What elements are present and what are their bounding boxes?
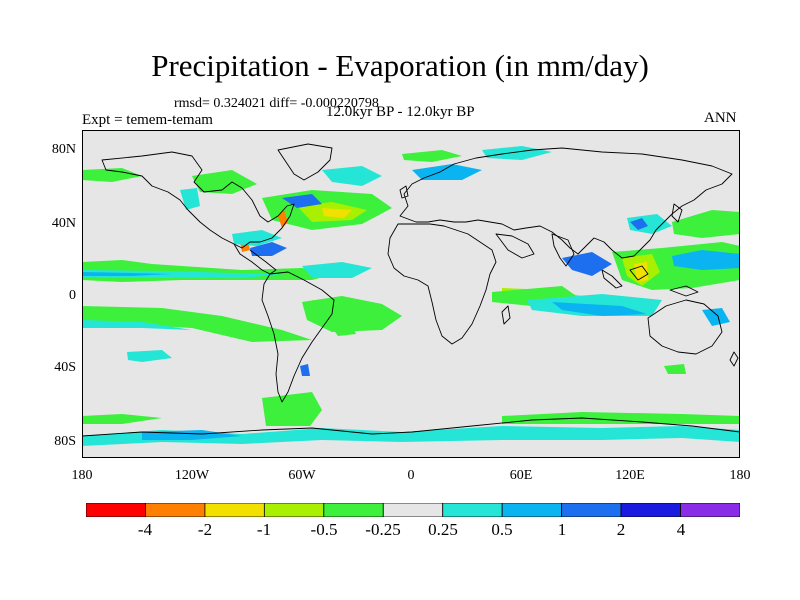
colorbar-swatch-4 [263,503,325,517]
lon-label-120e: 120E [615,468,645,483]
patch-tasman-blue [702,308,730,326]
experiment-label: Expt = temem-temam [82,112,213,128]
patch-nordic-cyan [322,166,382,186]
lat-label-80s: 80S [54,434,76,449]
colorbar-label-1: -4 [137,520,153,539]
colorbar-label-6: 0.25 [428,520,458,539]
patch-argentina-blue [300,364,310,376]
patch-arctic-green [82,168,142,182]
coast-new-guinea [669,285,699,297]
lon-label-60w: 60W [288,468,316,483]
patch-labrador-green [192,170,257,194]
map-title: Precipitation - Evaporation (in mm/day) [151,48,649,83]
coast-africa [387,223,497,345]
patch-west-pacific-green [672,210,740,238]
lon-label-180w: 180 [71,468,93,483]
lon-label-60e: 60E [509,468,533,483]
stats-text: rmsd= 0.324021 diff= -0.000220798 [174,96,379,111]
patch-caribbean-blue [250,242,287,256]
coast-arabia [495,233,535,259]
patch-gulf-stream-yellow [322,208,352,218]
coast-india [551,233,575,267]
colorbar-label-2: -2 [197,520,213,539]
colorbar-swatch-10 [620,503,681,517]
lon-label-180e: 180 [729,468,751,483]
colorbar-label-9: 2 [616,520,626,539]
colorbar-swatch-3 [204,503,265,517]
colorbar-label-5: -0.25 [365,520,401,539]
lat-label-40s: 40S [54,360,76,375]
colorbar-label-8: 1 [557,520,567,539]
colorbar-swatch-11 [680,503,740,517]
coast-borneo [629,265,649,281]
season-label: ANN [704,110,737,126]
coast-north-america [101,151,295,249]
map-background [82,130,740,458]
patch-south-pacific-band [82,306,312,342]
lat-label-0: 0 [69,288,76,303]
coast-eurasia [399,147,733,259]
patch-east-pacific-green [302,296,402,332]
map-panel [82,130,740,458]
patch-pacific-north-blue [82,272,172,276]
colorbar-label-4: -0.5 [310,520,338,539]
coast-madagascar [501,305,511,325]
colorbar-label-7: 0.5 [491,520,513,539]
coast-uk [399,185,409,199]
patch-indian-ocean-blue [552,302,647,316]
patch-maritime-yellow [634,262,648,282]
coast-greenland [277,143,333,181]
colorbar-label-3: -1 [256,520,272,539]
colorbar [86,503,740,517]
patch-maritime-blue [672,250,740,270]
colorbar-label-10: 4 [676,520,686,539]
colorbar-swatch-7 [442,503,503,517]
patch-southern-ocean-green [262,392,322,426]
colorbar-swatch-1 [86,503,146,517]
colorbar-swatch-9 [561,503,622,517]
patch-caribbean-cyan [232,230,282,246]
patch-atlantic-tropics [302,262,372,278]
coast-new-zealand [729,351,739,367]
patch-indian-blue-north [562,252,612,276]
patch-southern-ocean-band [82,414,162,424]
patch-sw-pacific-cyan [127,350,172,362]
patch-eurasia-north-green [402,150,462,162]
coastlines [82,143,740,437]
patch-southern-ocean-band-2 [502,412,740,424]
lat-label-40n: 40N [51,216,76,231]
lat-label-80n: 80N [51,142,76,157]
patch-antarctic-coast-cyan [82,426,740,446]
lon-label-120w: 120W [174,468,210,483]
coast-south-america [261,271,335,403]
coast-sumatra [601,269,623,289]
colorbar-swatch-8 [501,503,563,517]
patch-south-atlantic-south [328,320,356,336]
map-frame [82,130,740,458]
patch-south-pacific-cyan [82,320,192,330]
period-label: 12.0kyr BP - 12.0kyr BP [326,104,475,120]
patch-australia-green [664,364,686,374]
coast-japan [671,203,683,223]
coast-australia [647,299,723,355]
colorbar-swatch-6 [382,503,444,517]
lon-label-0: 0 [407,468,415,483]
colorbar-swatch-5 [323,503,384,517]
patch-japan-blue [630,218,648,230]
coast-antarctica [82,417,740,437]
colorbar-swatch-2 [145,503,206,517]
patch-labrador-cyan [180,188,200,210]
